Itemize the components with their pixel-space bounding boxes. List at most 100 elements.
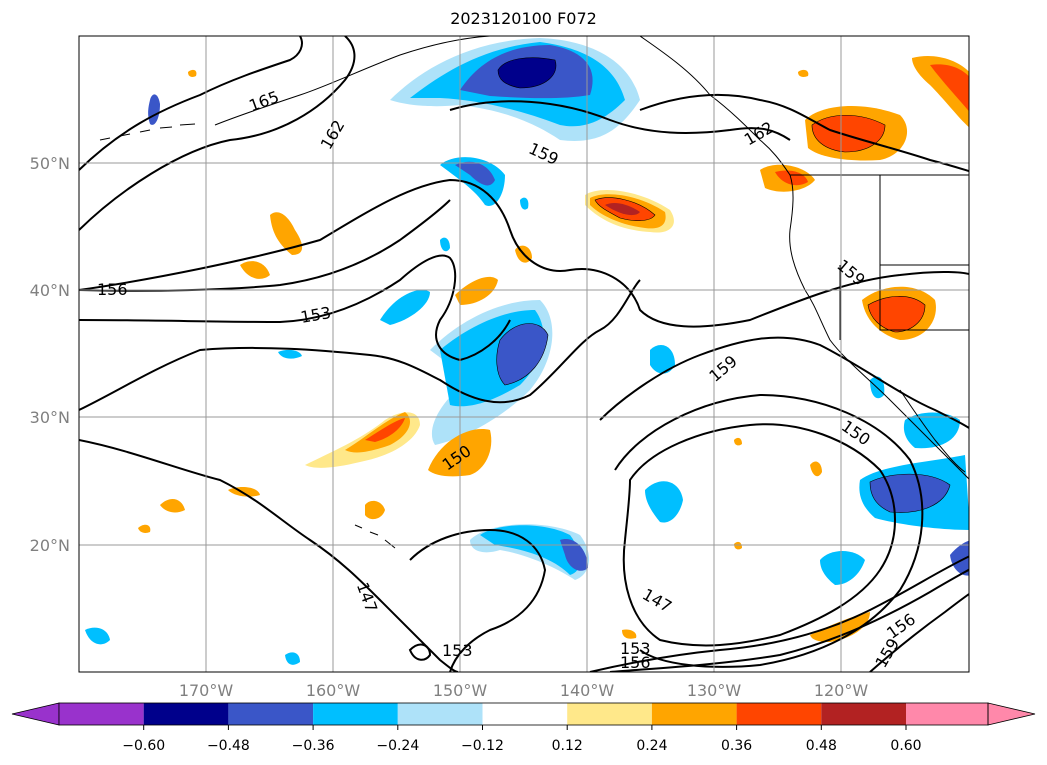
- colorbar-tick-label: −0.24: [376, 738, 419, 754]
- contour-147: [409, 528, 547, 672]
- colorbar: −0.60 −0.48 −0.36 −0.24 −0.12 0.12 0.24 …: [11, 702, 1036, 754]
- positive-anomaly-region: [365, 418, 405, 442]
- positive-anomaly-region: [810, 461, 822, 477]
- contour-162: [639, 93, 969, 173]
- colorbar-segment: [397, 703, 483, 725]
- negative-anomaly-region: [440, 237, 450, 252]
- lat-tick-label: 50°N: [30, 154, 70, 173]
- contour-150: [79, 279, 641, 411]
- hawaii-islands: [354, 524, 396, 549]
- contour-153: [589, 555, 969, 672]
- positive-anomaly-region: [188, 69, 197, 77]
- positive-anomaly-region: [622, 629, 637, 639]
- fill-outlines: [496, 57, 951, 513]
- colorbar-tick-label: 0.36: [721, 738, 752, 754]
- gridlines: [79, 36, 969, 672]
- positive-anomaly-region: [138, 524, 151, 533]
- negative-anomaly-region: [380, 289, 430, 325]
- positive-anomaly-region: [365, 500, 385, 520]
- colorbar-segment: [59, 703, 144, 725]
- colorbar-segment: [736, 703, 822, 725]
- colorbar-extend-high: [987, 702, 1036, 726]
- positive-anomaly-region: [455, 276, 498, 305]
- height-contours: [79, 36, 969, 672]
- positive-anomaly-region: [810, 612, 870, 642]
- contour-159: [449, 100, 791, 141]
- negative-anomaly-region: [498, 57, 556, 88]
- contour-label: 153: [620, 639, 651, 658]
- lon-tick-label: 150°W: [433, 681, 488, 700]
- negative-anomaly-region: [85, 627, 110, 645]
- contour-label: 156: [97, 280, 128, 299]
- colorbar-extend-low: [11, 702, 60, 726]
- lon-axis: 170°W 160°W 150°W 140°W 130°W 120°W: [179, 681, 869, 700]
- contour-156: [609, 568, 969, 672]
- lon-tick-label: 140°W: [560, 681, 615, 700]
- colorbar-segment: [906, 703, 988, 725]
- contour-label: 156: [620, 653, 651, 672]
- baja-coast: [899, 389, 966, 473]
- positive-anomaly-region: [734, 541, 742, 550]
- negative-anomaly-region: [903, 412, 960, 449]
- colorbar-tick-label: 0.12: [552, 738, 583, 754]
- colorbar-tick-label: 0.48: [806, 738, 837, 754]
- positive-anomaly-region: [775, 170, 808, 186]
- lon-tick-label: 130°W: [687, 681, 742, 700]
- lat-tick-label: 40°N: [30, 281, 70, 300]
- positive-anomaly-region: [270, 212, 303, 255]
- colorbar-tick-label: −0.36: [292, 738, 335, 754]
- colorbar-segment: [313, 703, 398, 725]
- aleutian-islands: [99, 123, 196, 141]
- negative-anomaly-region: [645, 481, 683, 523]
- contour-150: [614, 393, 924, 668]
- negative-anomaly-region: [650, 345, 675, 374]
- colorbar-segment: [143, 703, 229, 725]
- lon-tick-label: 120°W: [814, 681, 869, 700]
- negative-anomaly-region: [285, 652, 300, 665]
- contour-150: [599, 336, 969, 430]
- negative-anomaly-region: [820, 551, 865, 585]
- colorbar-segment: [567, 703, 652, 725]
- lon-tick-label: 160°W: [306, 681, 361, 700]
- state-borders: [839, 175, 969, 340]
- colorbar-tick-label: −0.60: [122, 738, 165, 754]
- negative-anomaly-region: [520, 197, 529, 210]
- lat-axis: 20°N 30°N 40°N 50°N: [30, 154, 70, 555]
- positive-anomaly-region: [868, 296, 925, 332]
- colorbar-segment: [228, 703, 314, 725]
- positive-anomaly-region: [734, 437, 742, 446]
- colorbar-segment: [482, 703, 568, 725]
- colorbar-tick-label: 0.24: [636, 738, 667, 754]
- colorbar-ticks: [143, 725, 907, 730]
- contour-153: [408, 643, 432, 661]
- contour-label: 153: [442, 641, 473, 660]
- contour-153: [79, 254, 511, 362]
- contour-162: [79, 36, 356, 231]
- anomaly-fills: [85, 38, 969, 665]
- colorbar-tick-label: −0.12: [461, 738, 504, 754]
- colorbar-tick-label: 0.60: [890, 738, 921, 754]
- contour-147: [79, 439, 459, 672]
- positive-anomaly-region: [798, 69, 809, 77]
- lon-tick-label: 170°W: [179, 681, 234, 700]
- colorbar-frame: [58, 702, 989, 726]
- negative-anomaly-region: [496, 323, 548, 385]
- contour-156: [79, 199, 451, 292]
- plot-frame: [78, 35, 970, 673]
- positive-anomaly-region: [605, 202, 640, 216]
- contour-165: [79, 36, 303, 171]
- colorbar-tick-label: −0.48: [207, 738, 250, 754]
- colorbar-tick-labels: −0.60 −0.48 −0.36 −0.24 −0.12 0.12 0.24 …: [122, 738, 921, 754]
- contour-159: [869, 592, 969, 672]
- negative-anomaly-region: [278, 349, 302, 359]
- positive-anomaly-region: [812, 115, 885, 152]
- negative-anomaly-region: [870, 474, 950, 513]
- lat-tick-label: 30°N: [30, 408, 70, 427]
- negative-anomaly-region: [480, 525, 581, 575]
- negative-anomaly-region: [455, 161, 495, 186]
- negative-anomaly-region: [560, 539, 588, 571]
- north-america-coast: [639, 36, 969, 480]
- colorbar-segment: [651, 703, 737, 725]
- positive-anomaly-region: [160, 498, 185, 513]
